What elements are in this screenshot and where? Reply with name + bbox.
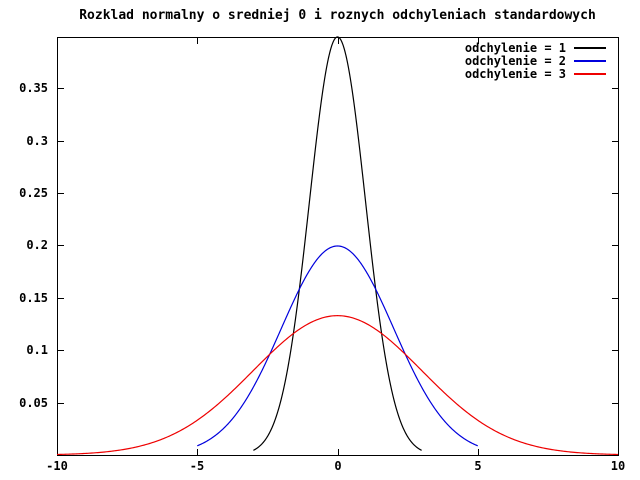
- legend-label: odchylenie = 3: [464, 66, 566, 81]
- legend-line-sample: [574, 59, 606, 62]
- x-tick-label: 10: [610, 459, 626, 473]
- x-tick-label: -5: [189, 459, 205, 473]
- legend-line-sample: [574, 46, 606, 49]
- x-tick-label: -10: [46, 459, 68, 473]
- legend: odchylenie = 1 odchylenie = 2 odchylenie =…: [464, 40, 606, 81]
- legend-row: odchylenie = 3: [464, 66, 606, 81]
- x-tick-label: 0: [334, 459, 342, 473]
- y-tick-label: 0.3: [26, 134, 48, 148]
- legend-label: odchylenie = 1: [464, 40, 566, 55]
- legend-line-sample: [574, 72, 606, 75]
- axis-ticks: [57, 38, 619, 455]
- y-tick-label: 0.2: [26, 238, 48, 252]
- chart-title: Rozklad normalny o sredniej 0 i roznych …: [79, 8, 596, 23]
- y-tick-label: 0.15: [19, 291, 48, 305]
- y-tick-label: 0.35: [19, 81, 48, 95]
- y-tick-label: 0.25: [19, 186, 48, 200]
- legend-row: odchylenie = 2: [464, 53, 606, 68]
- y-tick-label: 0.05: [19, 396, 48, 410]
- x-tick-label: 5: [474, 459, 482, 473]
- curve-odchylenie-1: [253, 36, 422, 451]
- legend-row: odchylenie = 1: [464, 40, 606, 55]
- y-tick-label: 0.1: [26, 343, 48, 357]
- curve-odchylenie-2: [197, 245, 478, 447]
- curve-odchylenie-3: [56, 315, 619, 456]
- legend-label: odchylenie = 2: [464, 53, 566, 68]
